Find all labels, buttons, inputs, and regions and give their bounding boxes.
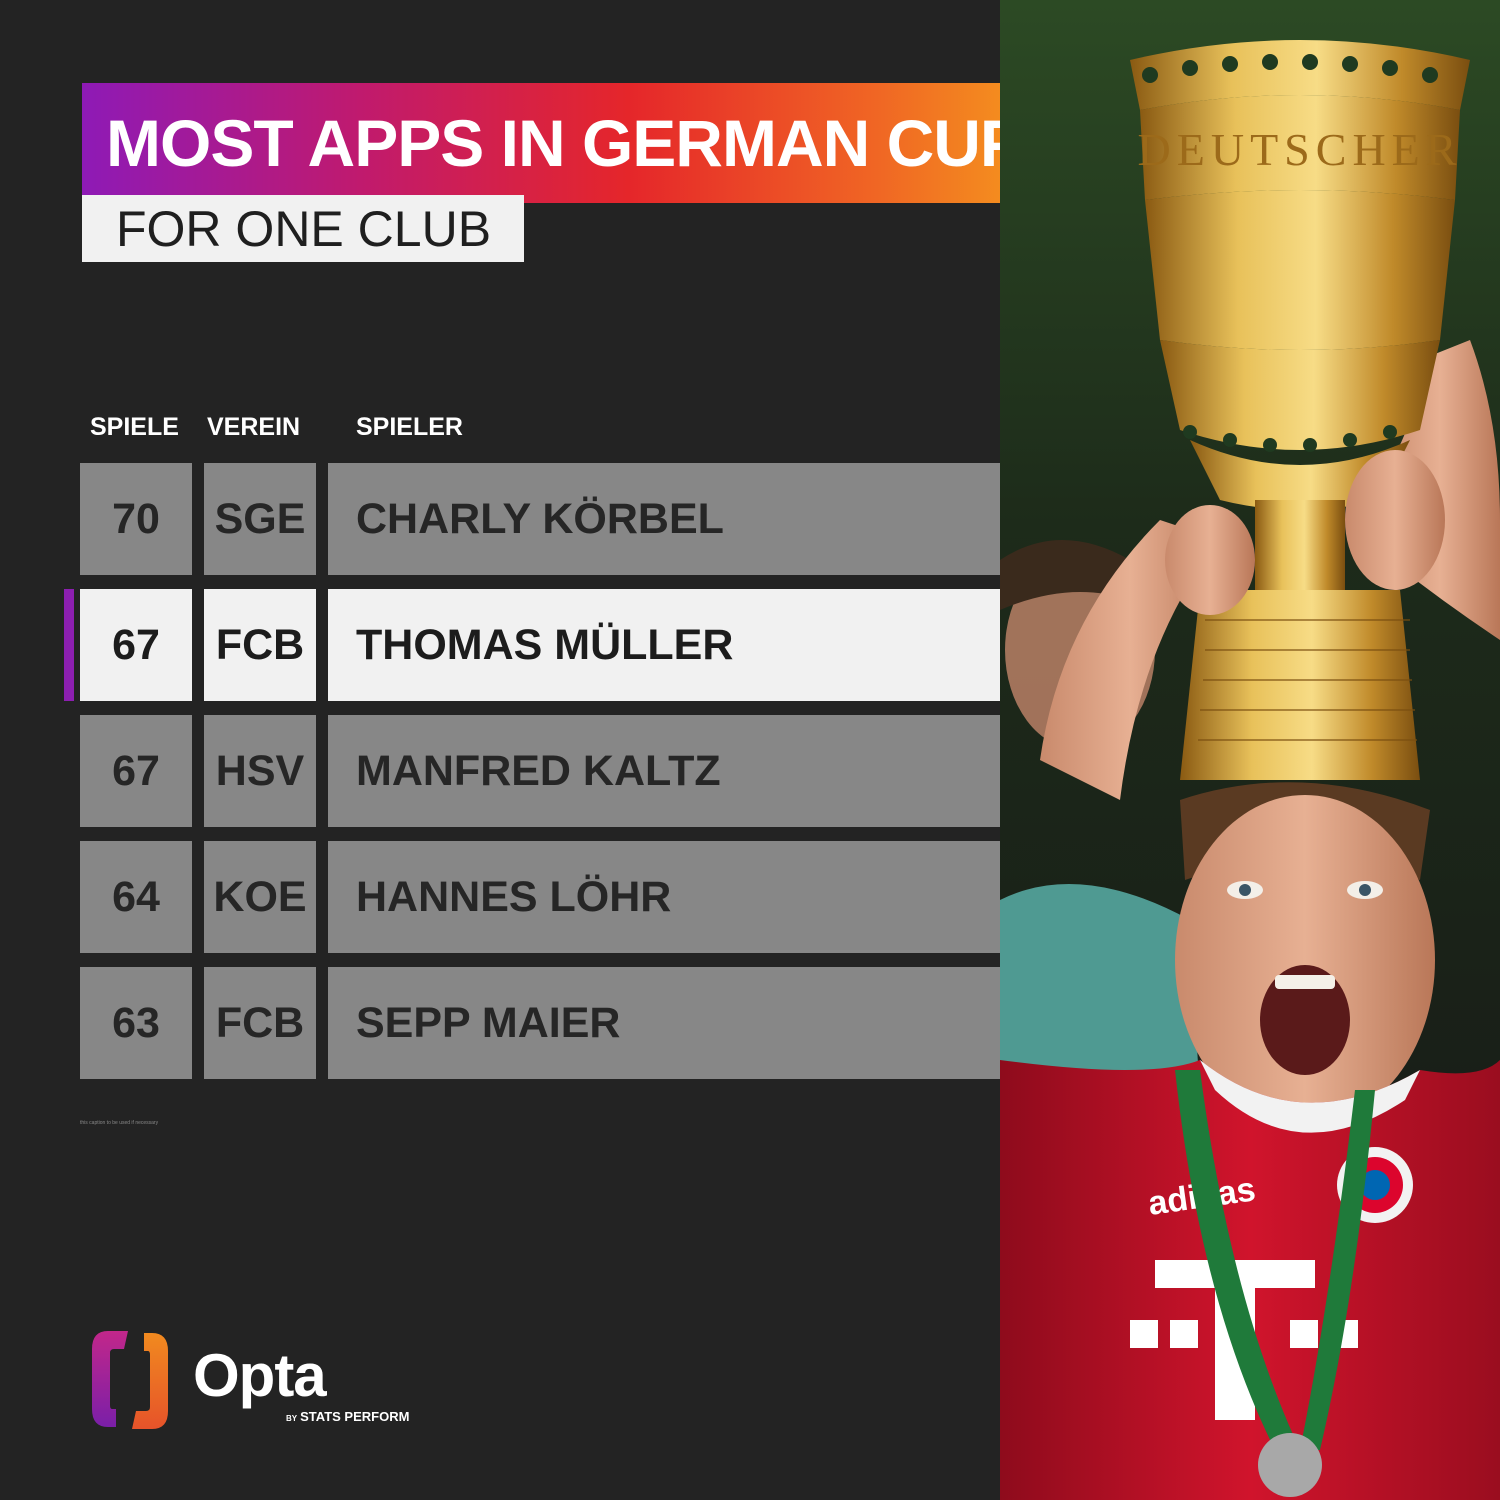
table-row: 67 HSV MANFRED KALTZ: [80, 715, 1000, 827]
trophy-celebration-image: DEUTSCHER adidas: [1000, 0, 1500, 1500]
player-cell: HANNES LÖHR: [328, 841, 1000, 953]
apps-cell: 70: [80, 463, 192, 575]
page-title: MOST APPS IN GERMAN CUP: [106, 106, 1024, 180]
column-header-club: VEREIN: [207, 413, 301, 441]
player-photo: DEUTSCHER adidas: [1000, 0, 1500, 1500]
footnote: this caption to be used if necessary: [80, 1120, 159, 1126]
opta-logo-icon: [92, 1331, 168, 1429]
player-cell: MANFRED KALTZ: [328, 715, 1000, 827]
club-cell: KOE: [204, 841, 316, 953]
apps-cell: 64: [80, 841, 192, 953]
player-cell: SEPP MAIER: [328, 967, 1000, 1079]
table-row-highlighted: 67 FCB THOMAS MÜLLER: [64, 589, 1000, 701]
club-cell: FCB: [204, 589, 316, 701]
column-header-apps: SPIELE: [90, 413, 179, 441]
trophy-engraving: DEUTSCHER: [1138, 124, 1463, 175]
table-row: 63 FCB SEPP MAIER: [80, 967, 1000, 1079]
club-cell: FCB: [204, 967, 316, 1079]
apps-cell: 67: [80, 715, 192, 827]
medal-icon: [1258, 1433, 1322, 1497]
apps-cell: 63: [80, 967, 192, 1079]
opta-tagline: BY STATS PERFORM: [286, 1409, 410, 1424]
opta-wordmark: Opta: [193, 1342, 327, 1409]
subtitle-box: FOR ONE CLUB: [82, 195, 524, 262]
club-cell: HSV: [204, 715, 316, 827]
apps-cell: 67: [80, 589, 192, 701]
title-banner: MOST APPS IN GERMAN CUP: [82, 83, 1075, 203]
club-cell: SGE: [204, 463, 316, 575]
opta-logo: Opta BY STATS PERFORM: [90, 1325, 409, 1435]
table-row: 70 SGE CHARLY KÖRBEL: [80, 463, 1000, 575]
player-cell: THOMAS MÜLLER: [328, 589, 1000, 701]
page-subtitle: FOR ONE CLUB: [116, 200, 492, 257]
highlight-accent-bar: [64, 589, 74, 701]
table-row: 64 KOE HANNES LÖHR: [80, 841, 1000, 953]
column-header-player: SPIELER: [356, 413, 463, 441]
player-cell: CHARLY KÖRBEL: [328, 463, 1000, 575]
